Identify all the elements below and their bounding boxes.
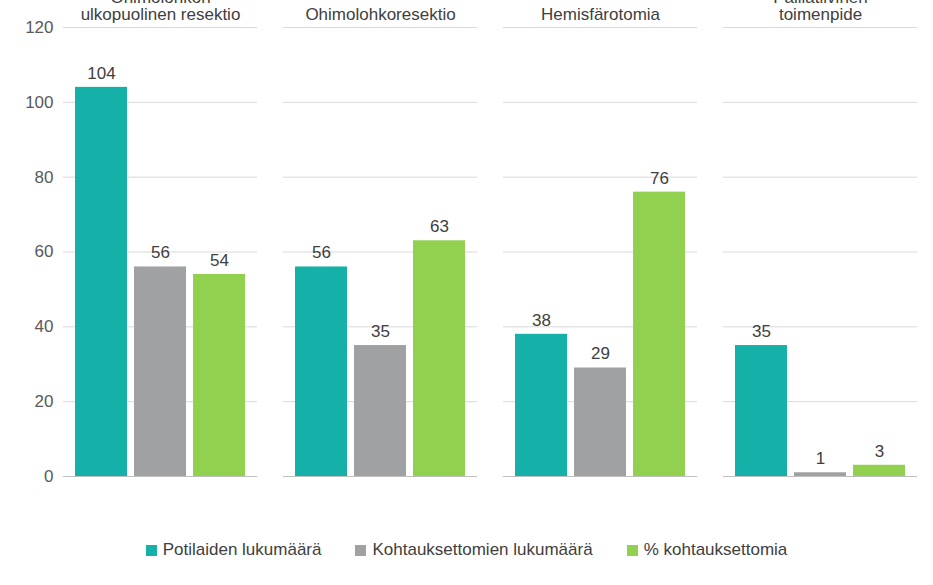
svg-text:40: 40 — [35, 317, 54, 336]
svg-text:35: 35 — [371, 322, 390, 341]
html-text:% kohtauksettomia: % kohtauksettomia — [643, 540, 788, 559]
svg-text:56: 56 — [151, 243, 170, 262]
svg-text:3: 3 — [875, 442, 884, 461]
svg-text:100: 100 — [25, 93, 53, 112]
svg-text:76: 76 — [650, 169, 669, 188]
svg-text:60: 60 — [35, 242, 54, 261]
svg-text:1: 1 — [816, 449, 825, 468]
svg-text:0: 0 — [44, 467, 53, 486]
svg-text:80: 80 — [35, 168, 54, 187]
html-text:Kohtauksettomien lukumäärä: Kohtauksettomien lukumäärä — [372, 540, 593, 559]
svg-text:54: 54 — [210, 251, 229, 270]
svg-text:120: 120 — [25, 18, 53, 37]
svg-text:29: 29 — [591, 344, 610, 363]
svg-text:56: 56 — [312, 243, 331, 262]
svg-text:Hemisfärotomia: Hemisfärotomia — [541, 5, 661, 24]
html-text:Potilaiden lukumäärä: Potilaiden lukumäärä — [162, 540, 322, 559]
svg-text:20: 20 — [35, 392, 54, 411]
svg-text:63: 63 — [430, 217, 449, 236]
svg-text:Ohimolohkoresektio: Ohimolohkoresektio — [305, 5, 455, 24]
svg-text:Ohimolohkonulkopuolinen resekt: Ohimolohkonulkopuolinen resektio — [81, 0, 241, 24]
svg-text:104: 104 — [87, 64, 115, 83]
svg-text:38: 38 — [532, 311, 551, 330]
svg-text:35: 35 — [752, 322, 771, 341]
svg-text:Palliatiivinentoimenpide: Palliatiivinentoimenpide — [773, 0, 868, 24]
